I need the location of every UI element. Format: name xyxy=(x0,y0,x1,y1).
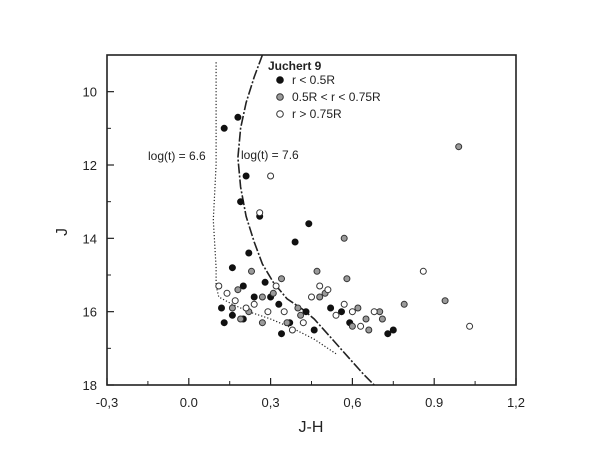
star-inner-point xyxy=(384,330,392,338)
star-middle-point xyxy=(234,286,242,294)
star-outer-point xyxy=(370,308,378,316)
star-middle-point xyxy=(340,234,348,242)
star-outer-point xyxy=(348,308,356,316)
star-middle-point xyxy=(283,319,291,327)
x-axis-title: J-H xyxy=(299,419,324,436)
star-outer-point xyxy=(332,311,340,319)
legend-label-middle: 0.5R < r < 0.75R xyxy=(292,90,381,104)
star-inner-point xyxy=(228,311,236,319)
star-middle-point xyxy=(354,304,362,312)
y-axis-title: J xyxy=(54,228,71,236)
star-inner-point xyxy=(220,124,228,132)
star-outer-point xyxy=(242,304,250,312)
star-inner-point xyxy=(291,238,299,246)
star-outer-point xyxy=(267,172,275,180)
legend-title: Juchert 9 xyxy=(268,59,322,73)
star-inner-point xyxy=(234,113,242,121)
star-outer-point xyxy=(272,282,280,290)
star-inner-point xyxy=(237,198,245,206)
star-outer-point xyxy=(250,300,258,308)
isochrone-layer xyxy=(212,54,375,386)
x-tick-label: 0.0 xyxy=(180,395,198,410)
star-outer-point xyxy=(231,297,239,305)
x-tick-label: 1,2 xyxy=(507,395,525,410)
y-tick-label: 12 xyxy=(83,158,97,173)
legend-marker-gray xyxy=(276,93,284,101)
star-inner-point xyxy=(278,330,285,338)
star-inner-point xyxy=(228,264,236,272)
star-middle-point xyxy=(294,304,302,312)
star-inner-point xyxy=(275,300,283,308)
star-inner-point xyxy=(250,293,258,301)
x-tick-label: 0,6 xyxy=(343,395,361,410)
star-middle-point xyxy=(316,293,324,301)
star-outer-point xyxy=(280,308,288,316)
star-inner-point xyxy=(327,304,335,312)
star-outer-point xyxy=(324,286,332,294)
star-inner-point xyxy=(239,282,247,290)
legend-label-outer: r > 0.75R xyxy=(292,107,342,121)
star-middle-point xyxy=(258,319,266,327)
star-middle-point xyxy=(441,297,449,305)
star-middle-point xyxy=(455,143,463,151)
star-outer-point xyxy=(288,326,296,334)
star-middle-point xyxy=(269,289,277,297)
star-outer-point xyxy=(308,293,315,301)
star-middle-point xyxy=(297,311,305,319)
star-middle-point xyxy=(228,304,236,312)
legend: Juchert 9 r < 0.5R 0.5R < r < 0.75R r > … xyxy=(268,59,381,121)
star-outer-point xyxy=(299,319,307,327)
star-outer-point xyxy=(215,282,223,290)
y-tick-label: 16 xyxy=(83,305,97,320)
star-middle-point xyxy=(378,315,386,323)
plot-frame xyxy=(106,54,517,386)
isochrone-label-young: log(t) = 6.6 xyxy=(148,149,206,163)
star-outer-point xyxy=(223,289,231,297)
star-outer-point xyxy=(357,322,365,330)
isochrone-young-line xyxy=(212,62,337,355)
legend-label-inner: r < 0.5R xyxy=(292,73,335,87)
x-tick-label: 0.9 xyxy=(425,395,443,410)
star-outer-point xyxy=(264,308,272,316)
star-middle-point xyxy=(365,326,373,334)
star-outer-point xyxy=(340,300,348,308)
star-outer-point xyxy=(256,209,264,217)
star-middle-point xyxy=(237,315,245,323)
star-inner-point xyxy=(305,220,313,228)
star-middle-point xyxy=(362,315,370,323)
y-axis-ticks: 10 12 14 16 18 xyxy=(83,54,114,393)
star-inner-point xyxy=(220,319,228,327)
star-inner-point xyxy=(338,308,345,316)
star-middle-point xyxy=(343,275,351,283)
star-middle-point xyxy=(348,322,356,330)
star-outer-point xyxy=(316,282,324,290)
y-tick-label: 14 xyxy=(83,231,97,246)
star-outer-point xyxy=(419,267,427,275)
star-inner-point xyxy=(302,308,310,316)
star-inner-point xyxy=(310,326,318,334)
y-tick-label: 10 xyxy=(83,85,97,100)
star-inner-point xyxy=(245,249,253,257)
y-tick-label: 18 xyxy=(83,378,97,393)
star-middle-point xyxy=(400,300,408,308)
legend-marker-open xyxy=(276,110,284,118)
star-inner-point xyxy=(261,278,269,286)
isochrone-label-old: log(t) = 7.6 xyxy=(241,148,299,162)
star-middle-point xyxy=(248,267,255,275)
x-tick-label: -0,3 xyxy=(96,395,118,410)
star-middle-point xyxy=(313,267,321,275)
star-middle-point xyxy=(258,293,266,301)
legend-marker-filled xyxy=(276,76,284,84)
star-inner-point xyxy=(389,326,397,334)
points-layer xyxy=(215,113,474,338)
star-inner-point xyxy=(218,304,225,312)
star-outer-point xyxy=(466,322,474,330)
x-tick-label: 0,3 xyxy=(262,395,280,410)
star-inner-point xyxy=(242,172,250,180)
isochrone-old-line xyxy=(237,54,375,386)
star-middle-point xyxy=(278,275,285,283)
x-axis-ticks: -0,3 0.0 0,3 0,6 0.9 1,2 xyxy=(96,378,525,410)
